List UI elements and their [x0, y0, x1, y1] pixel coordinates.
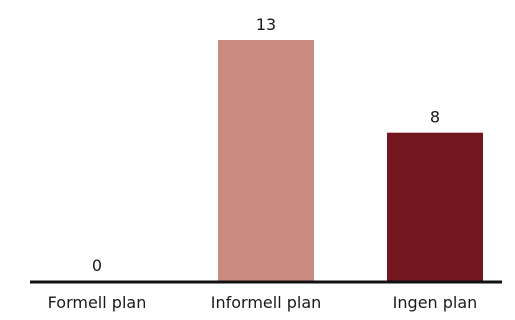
bars-group: [218, 40, 483, 281]
x-tick-labels-group: Formell plan Informell plan Ingen plan: [48, 293, 478, 312]
data-label-1: 13: [256, 15, 276, 34]
x-tick-label-2: Ingen plan: [393, 293, 478, 312]
data-labels-group: 0 13 8: [92, 15, 440, 275]
data-label-2: 8: [430, 108, 440, 127]
bar-2: [387, 132, 483, 281]
x-tick-label-1: Informell plan: [211, 293, 322, 312]
data-label-0: 0: [92, 256, 102, 275]
x-tick-label-0: Formell plan: [48, 293, 147, 312]
bar-1: [218, 40, 314, 281]
